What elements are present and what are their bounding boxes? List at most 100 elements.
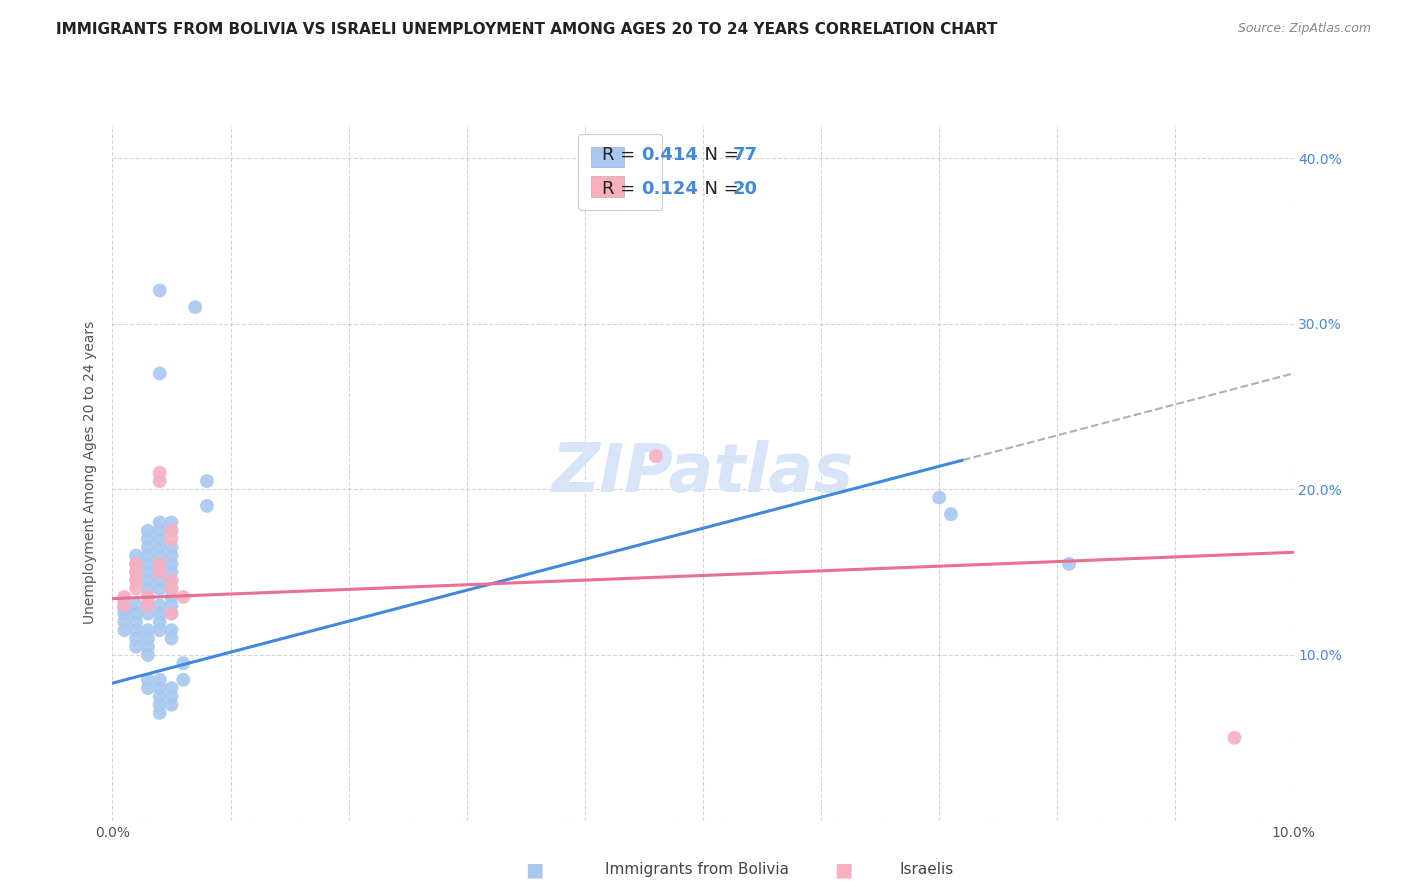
Point [136,681,159,695]
Point [136,524,159,538]
Text: 20: 20 [733,179,758,198]
Point [149,698,172,712]
Y-axis label: Unemployment Among Ages 20 to 24 years: Unemployment Among Ages 20 to 24 years [83,321,97,624]
Point [160,565,183,579]
Point [149,524,172,538]
Point [125,607,148,621]
Point [939,507,962,521]
Point [149,466,172,480]
Point [136,590,159,604]
Point [928,491,950,505]
Point [160,516,183,530]
Point [112,601,135,615]
Point [149,516,172,530]
Point [136,648,159,662]
Point [149,557,172,571]
Point [160,632,183,646]
Point [149,367,172,381]
Point [136,590,159,604]
Point [112,623,135,637]
Point [125,565,148,579]
Point [160,582,183,596]
Text: Immigrants from Bolivia: Immigrants from Bolivia [605,863,789,877]
Point [125,557,148,571]
Point [136,632,159,646]
Point [160,599,183,613]
Point [160,524,183,538]
Point [160,541,183,555]
Point [149,690,172,704]
Point [160,607,183,621]
Text: N =: N = [693,146,745,164]
Point [195,499,218,513]
Point [112,593,135,607]
Point [160,574,183,588]
Point [149,574,172,588]
Text: R =: R = [602,179,641,198]
Text: 0.124: 0.124 [641,179,699,198]
Point [125,549,148,563]
Point [112,590,135,604]
Point [160,524,183,538]
Point [125,574,148,588]
Legend:   ,   : , [578,134,662,210]
Point [160,681,183,695]
Point [160,557,183,571]
Point [125,557,148,571]
Point [136,549,159,563]
Point [136,582,159,596]
Point [149,623,172,637]
Text: Source: ZipAtlas.com: Source: ZipAtlas.com [1237,22,1371,36]
Point [112,615,135,629]
Point [136,599,159,613]
Text: IMMIGRANTS FROM BOLIVIA VS ISRAELI UNEMPLOYMENT AMONG AGES 20 TO 24 YEARS CORREL: IMMIGRANTS FROM BOLIVIA VS ISRAELI UNEMP… [56,22,998,37]
Point [195,474,218,488]
Point [184,300,207,314]
Point [149,599,172,613]
Point [160,690,183,704]
Point [125,574,148,588]
Text: ZIPatlas: ZIPatlas [553,440,853,506]
Point [149,615,172,629]
Text: ■: ■ [834,860,853,880]
Point [149,565,172,579]
Point [149,284,172,298]
Point [149,681,172,695]
Text: 77: 77 [733,146,758,164]
Point [160,532,183,546]
Point [149,532,172,546]
Point [136,541,159,555]
Point [149,541,172,555]
Point [149,582,172,596]
Point [160,623,183,637]
Point [160,549,183,563]
Point [125,623,148,637]
Point [125,599,148,613]
Point [136,607,159,621]
Point [149,557,172,571]
Point [125,582,148,596]
Point [160,590,183,604]
Point [125,632,148,646]
Text: R =: R = [602,146,641,164]
Point [160,574,183,588]
Point [125,640,148,654]
Point [149,565,172,579]
Point [125,615,148,629]
Point [172,657,194,671]
Point [644,449,666,463]
Point [172,673,194,687]
Point [149,549,172,563]
Point [1057,557,1080,571]
Point [112,607,135,621]
Point [172,590,194,604]
Point [136,673,159,687]
Point [149,706,172,720]
Point [149,673,172,687]
Point [149,474,172,488]
Point [136,574,159,588]
Point [136,623,159,637]
Point [160,582,183,596]
Point [112,599,135,613]
Point [136,640,159,654]
